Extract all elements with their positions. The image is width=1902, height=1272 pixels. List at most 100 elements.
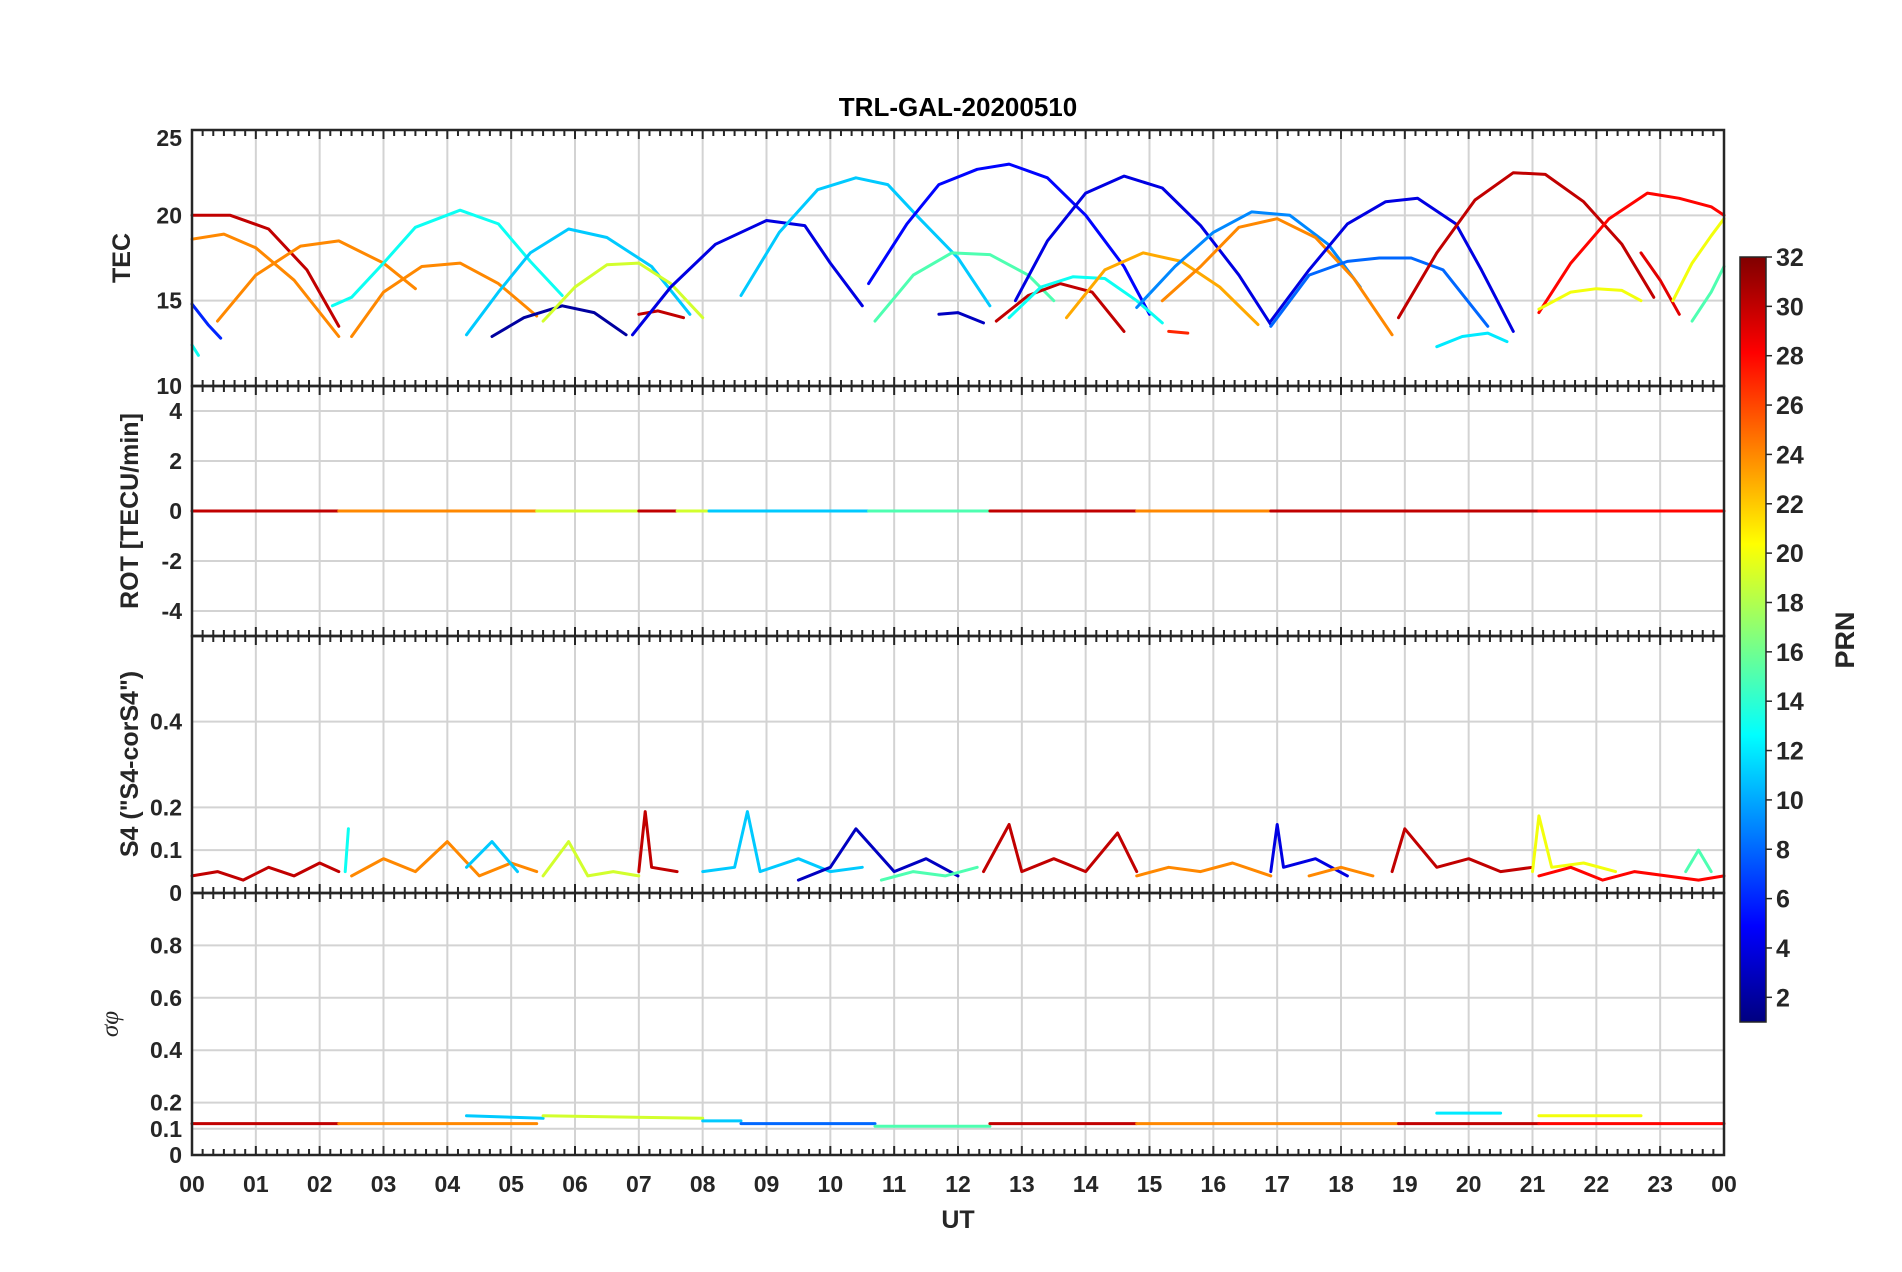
tec-series-line bbox=[330, 208, 564, 308]
tec-series-line bbox=[1639, 251, 1681, 316]
tec-series-line bbox=[1397, 171, 1656, 320]
tec-series-line bbox=[1013, 174, 1273, 327]
sigma-phi-ticks: 00.10.2 0.4 0.6 0.8 bbox=[150, 893, 1725, 1168]
x-tick-label: 19 bbox=[1392, 1171, 1418, 1197]
y-tick-label: 0.4 bbox=[150, 709, 182, 735]
colorbar-tick-label: 6 bbox=[1776, 886, 1790, 914]
s4-series-line bbox=[1135, 861, 1273, 878]
x-tick-label: 10 bbox=[818, 1171, 844, 1197]
x-tick-label: 17 bbox=[1264, 1171, 1290, 1197]
s4-series-line bbox=[343, 827, 350, 874]
tec-series-line bbox=[541, 261, 705, 323]
x-tick-label: 20 bbox=[1456, 1171, 1482, 1197]
tec-series-line bbox=[1065, 251, 1260, 327]
x-tick-label: 14 bbox=[1073, 1171, 1099, 1197]
colorbar-tick-label: 16 bbox=[1776, 639, 1804, 667]
tec-series-line bbox=[190, 232, 341, 338]
x-tick-label: 08 bbox=[690, 1171, 716, 1197]
y-tick-label: -2 bbox=[162, 548, 182, 574]
tec-grid bbox=[192, 130, 1724, 386]
x-tick-label: 15 bbox=[1137, 1171, 1163, 1197]
s4-series-line bbox=[1390, 827, 1534, 874]
tec-series-line bbox=[937, 311, 985, 325]
x-tick-label: 01 bbox=[243, 1171, 269, 1197]
colorbar-tick-label: 32 bbox=[1776, 244, 1804, 272]
x-tick-label: 13 bbox=[1009, 1171, 1035, 1197]
sigma-phi-series bbox=[190, 1111, 1726, 1128]
tec-series-line bbox=[1690, 265, 1726, 323]
colorbar-tick-label: 24 bbox=[1776, 441, 1804, 469]
tec-series-line bbox=[994, 282, 1126, 333]
tec-series-line bbox=[1671, 217, 1726, 303]
tec-series-line bbox=[631, 219, 864, 337]
sigma-phi-series-line bbox=[465, 1114, 545, 1120]
y-tick-label: 2 bbox=[169, 448, 182, 474]
panel-rot: -4 -2 0 2 4 ROT [TECU/min] bbox=[116, 384, 1726, 638]
colorbar-tick-label: 4 bbox=[1776, 935, 1790, 963]
y-tick-label: 0 bbox=[169, 1142, 182, 1168]
tec-series-line bbox=[739, 176, 992, 308]
tec-series-line bbox=[350, 261, 539, 338]
colorbar-tick-label: 28 bbox=[1776, 343, 1804, 371]
x-tick-label: 03 bbox=[371, 1171, 397, 1197]
tec-series-line bbox=[216, 239, 417, 323]
tec-series-line bbox=[1135, 210, 1362, 309]
s4-series-line bbox=[465, 840, 519, 874]
sigma-phi-grid bbox=[192, 893, 1724, 1155]
x-tick-label: 06 bbox=[562, 1171, 588, 1197]
colorbar-gradient bbox=[1739, 256, 1767, 1023]
x-tick-label: 18 bbox=[1328, 1171, 1354, 1197]
s4-series-line bbox=[1684, 848, 1713, 874]
tec-series-line bbox=[1537, 191, 1726, 315]
tec-series-line bbox=[1537, 287, 1643, 311]
y-tick-label: 20 bbox=[156, 202, 182, 228]
colorbar-tick-label: 10 bbox=[1776, 787, 1804, 815]
colorbar-tick-label: 12 bbox=[1776, 738, 1804, 766]
colorbar-label: PRN bbox=[1830, 611, 1860, 668]
y-tick-label: 0.4 bbox=[150, 1037, 182, 1063]
s4-series-line bbox=[1307, 865, 1375, 878]
y-tick-label: -4 bbox=[162, 598, 183, 624]
s4-series-line bbox=[1531, 814, 1617, 874]
s4-series-line bbox=[982, 823, 1139, 874]
y-tick-label: 0 bbox=[169, 880, 182, 906]
chart-title: TRL-GAL-20200510 bbox=[839, 92, 1077, 122]
sigma-phi-series-line bbox=[541, 1114, 705, 1120]
colorbar-tick-label: 20 bbox=[1776, 540, 1804, 568]
s4-series-line bbox=[879, 865, 979, 882]
x-tick-label: 05 bbox=[498, 1171, 524, 1197]
x-tick-label: 00 bbox=[179, 1171, 205, 1197]
colorbar-tick-label: 30 bbox=[1776, 293, 1804, 321]
s4-series-line bbox=[701, 810, 864, 874]
s4-series-line bbox=[637, 810, 679, 874]
x-axis-label: UT bbox=[941, 1206, 974, 1234]
colorbar-tick-label: 18 bbox=[1776, 589, 1804, 617]
tec-series-line bbox=[1167, 329, 1190, 335]
x-tick-label: 16 bbox=[1201, 1171, 1227, 1197]
s4-series-line bbox=[1269, 823, 1349, 878]
s4-series-line bbox=[350, 840, 539, 878]
y-tick-label: 25 bbox=[156, 125, 182, 151]
tec-series-line bbox=[190, 213, 341, 328]
x-tick-label: 23 bbox=[1647, 1171, 1673, 1197]
tec-series-line bbox=[1269, 256, 1490, 328]
y-tick-label: 0.6 bbox=[150, 985, 182, 1011]
x-tick-label: 21 bbox=[1520, 1171, 1546, 1197]
tec-series-line bbox=[490, 304, 628, 338]
s4-ylabel: S4 ("S4-corS4") bbox=[116, 671, 144, 857]
x-tick-label: 00 bbox=[1711, 1171, 1737, 1197]
x-axis-ticks: 00 01 02 03 04 05 06 07 08 09 10 11 12 13 14 15 16 17 18 19… bbox=[179, 1171, 1737, 1197]
x-tick-label: 09 bbox=[754, 1171, 780, 1197]
s4-series-line bbox=[1537, 865, 1726, 882]
y-tick-label: 0.1 bbox=[150, 837, 182, 863]
panel-sigma-phi: 00.10.2 0.4 0.6 0.8 σφ bbox=[97, 891, 1726, 1168]
y-tick-label: 0.2 bbox=[150, 1090, 182, 1116]
s4-series-line bbox=[190, 861, 341, 882]
panel-tec: 10 15 20 25 TEC bbox=[108, 125, 1726, 399]
tec-series-line bbox=[873, 251, 1056, 323]
y-tick-label: 0.2 bbox=[150, 794, 182, 820]
colorbar-tick-label: 22 bbox=[1776, 491, 1804, 519]
